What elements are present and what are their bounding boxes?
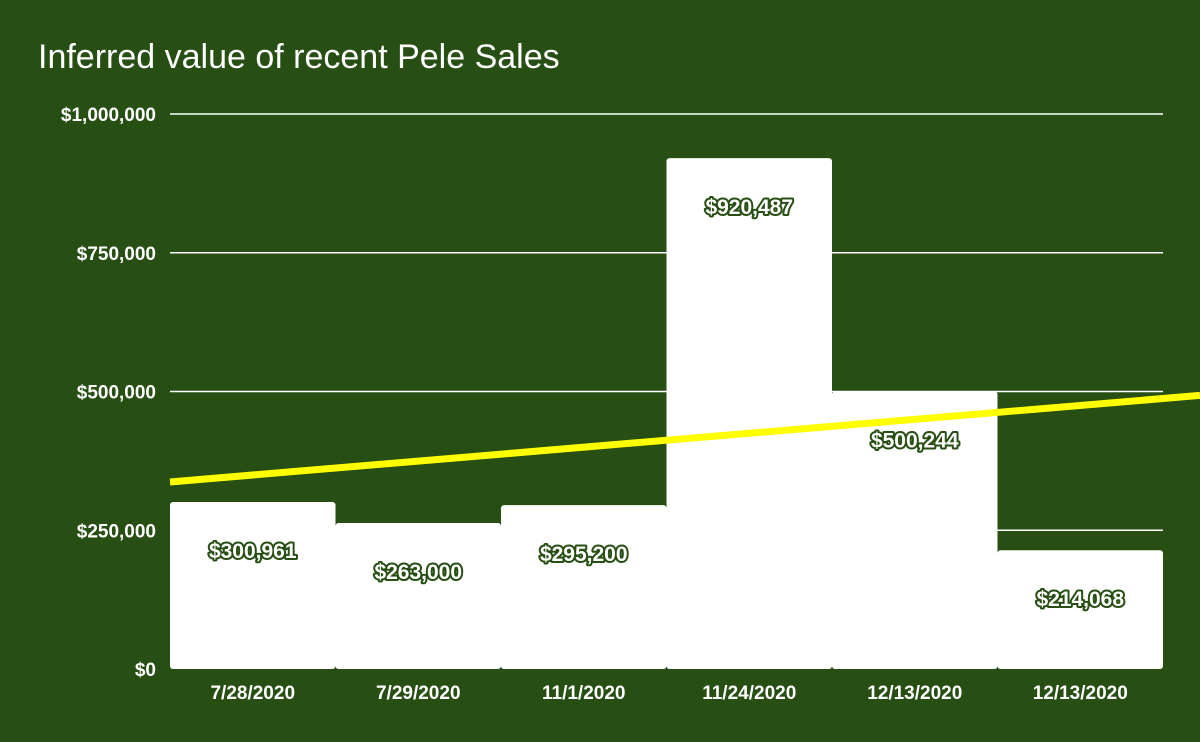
x-tick-label: 11/24/2020 [702, 683, 796, 704]
bar [832, 391, 998, 669]
bar-data-label: $295,200 [540, 543, 628, 566]
data-labels: $300,961 $263,000 $295,200 $920,487 $500,244… [207, 194, 1126, 613]
y-tick-label: $250,000 [77, 521, 156, 542]
bar [335, 523, 501, 669]
x-tick-label: 7/29/2020 [376, 683, 461, 704]
x-axis: 7/28/2020 7/29/2020 11/1/2020 11/24/2020 12/… [210, 683, 1127, 704]
bar [666, 158, 832, 670]
bars [170, 158, 1163, 670]
bar [501, 505, 667, 669]
bar-data-label: $920,487 [705, 196, 793, 219]
bar [170, 501, 336, 669]
x-tick-label: 11/1/2020 [542, 683, 625, 704]
bar-data-label: $300,961 [209, 540, 297, 563]
y-tick-label: $500,000 [77, 383, 156, 404]
y-tick-label: $0 [135, 660, 156, 681]
chart-title: Inferred value of recent Pele Sales [38, 38, 560, 76]
x-tick-label: 12/13/2020 [867, 683, 962, 704]
trendline [169, 391, 1200, 486]
bar-data-label: $214,068 [1036, 588, 1124, 611]
bar-data-label: $263,000 [374, 561, 462, 584]
bar-data-label: $500,244 [871, 429, 959, 452]
trendline-group [169, 391, 1200, 486]
bar [997, 550, 1163, 669]
x-tick-label: 12/13/2020 [1033, 683, 1128, 704]
y-axis: $0 $250,000 $500,000 $750,000 $1,000,000 [61, 105, 156, 681]
x-tick-label: 7/28/2020 [210, 683, 295, 704]
y-tick-label: $1,000,000 [61, 105, 156, 126]
y-tick-label: $750,000 [77, 244, 156, 265]
